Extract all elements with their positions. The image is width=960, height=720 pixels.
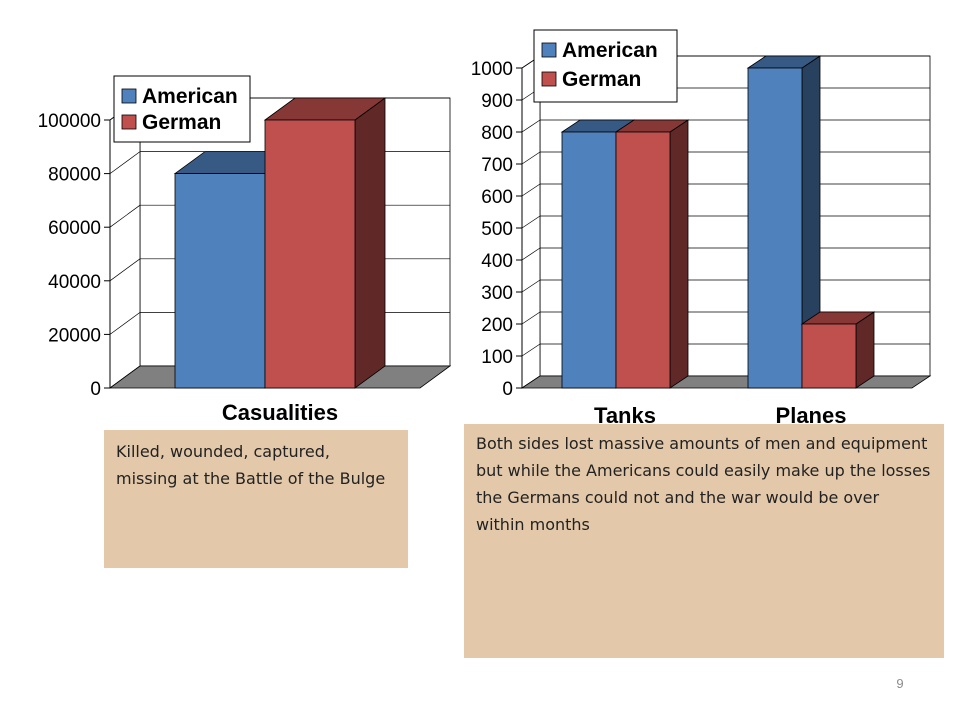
gridline-side	[521, 151, 541, 165]
y-tick-label: 0	[90, 379, 101, 400]
bar-german-casualities	[264, 119, 356, 389]
y-tick-label: 500	[481, 219, 513, 240]
legend-box	[533, 29, 678, 103]
slide-number: 9	[896, 676, 904, 691]
category-label: Tanks	[594, 403, 656, 428]
y-tick-label: 80000	[48, 165, 101, 186]
y-tick-label: 100	[481, 347, 513, 368]
gridline-side	[521, 247, 541, 261]
gridline-side	[109, 258, 141, 282]
gridline-side	[109, 151, 141, 174]
legend-label-american: American	[142, 85, 238, 108]
y-tick-label: 100000	[38, 111, 101, 132]
category-label: Planes	[776, 403, 847, 428]
gridline-side	[521, 215, 541, 229]
gridline-side	[521, 311, 541, 325]
legend-swatch-american	[541, 42, 557, 58]
y-tick-label: 1000	[471, 59, 513, 80]
bar-american-planes	[747, 67, 803, 389]
y-tick-label: 20000	[48, 325, 101, 346]
gridline-side	[521, 343, 541, 357]
bar-american-tanks	[561, 131, 617, 389]
legend-swatch-american	[121, 88, 137, 104]
y-tick-label: 700	[481, 155, 513, 176]
legend-box	[113, 75, 251, 143]
y-tick-label: 40000	[48, 272, 101, 293]
legend-swatch-german	[121, 114, 137, 130]
bar-side-german	[354, 97, 386, 389]
gridline-side	[521, 279, 541, 293]
gridline-side	[521, 183, 541, 197]
bar-american-casualities	[174, 173, 266, 389]
y-tick-label: 800	[481, 123, 513, 144]
tanks-planes-chart: 0 100 200 300 400 500 600 700 800 900 1000 Tanks Pla…	[471, 29, 932, 428]
y-tick-label: 400	[481, 251, 513, 272]
y-tick-label: 300	[481, 283, 513, 304]
y-tick-label: 900	[481, 91, 513, 112]
bar-german-tanks	[615, 131, 671, 389]
legend-label-american: American	[562, 39, 658, 62]
casualties-caption: Killed, wounded, captured, missing at th…	[104, 430, 408, 568]
legend-label-german: German	[142, 111, 221, 134]
y-tick-label: 600	[481, 187, 513, 208]
bar-german-planes	[801, 323, 857, 389]
legend-label-german: German	[562, 68, 641, 91]
y-tick-label: 200	[481, 315, 513, 336]
y-tick-label: 60000	[48, 218, 101, 239]
gridline-side	[109, 312, 141, 335]
bar-side-german	[669, 119, 689, 389]
losses-caption: Both sides lost massive amounts of men a…	[464, 424, 944, 658]
gridline-side	[521, 119, 541, 133]
legend-swatch-german	[541, 71, 557, 87]
bar-side-german	[855, 311, 875, 389]
gridline-side	[109, 204, 141, 228]
category-label: Casualities	[222, 400, 338, 425]
y-tick-label: 0	[502, 379, 513, 400]
casualties-chart: 0 20000 40000 60000 80000 100000 Casualities Am…	[38, 75, 452, 425]
